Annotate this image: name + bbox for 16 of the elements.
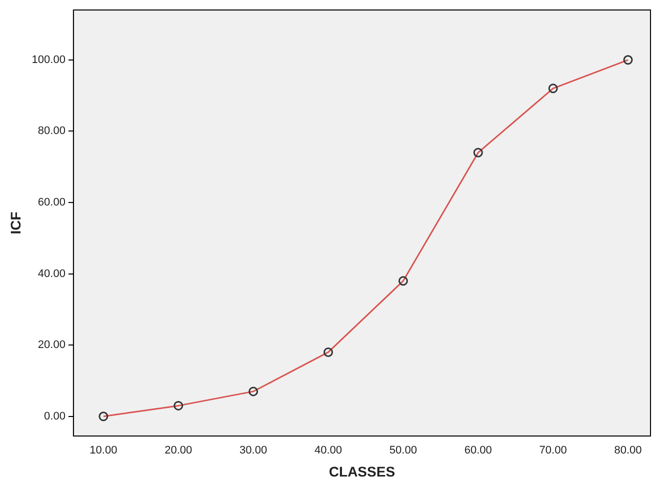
x-tick-label: 40.00 — [314, 444, 342, 457]
y-tick-label: 20.00 — [38, 339, 66, 352]
x-tick-label: 20.00 — [164, 444, 192, 457]
y-tick-label: 40.00 — [38, 268, 66, 280]
y-tick-label: 0.00 — [44, 410, 66, 422]
x-tick-label: 70.00 — [539, 444, 567, 457]
y-tick-label: 80.00 — [38, 125, 66, 138]
y-tick-label: 60.00 — [38, 196, 66, 209]
x-axis-title: CLASSES — [328, 463, 396, 480]
x-tick-label: 50.00 — [389, 444, 417, 457]
x-tick-label: 30.00 — [240, 444, 268, 457]
y-axis-title: ICF — [7, 211, 24, 234]
x-tick-label: 80.00 — [614, 444, 642, 457]
x-tick-label: 10.00 — [90, 444, 118, 457]
y-tick-label: 100.00 — [32, 54, 66, 66]
x-tick-label: 60.00 — [464, 444, 492, 457]
